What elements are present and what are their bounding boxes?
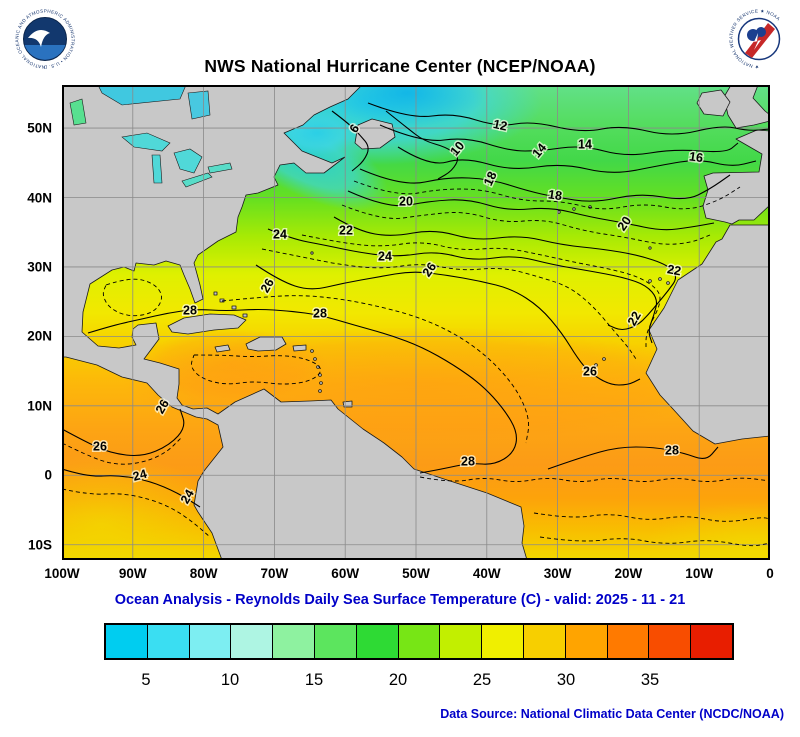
colorbar-segment <box>231 625 274 658</box>
contour-label: 18 <box>547 187 563 203</box>
nws-emblem-icon: ★ NATIONAL WEATHER SERVICE ★ NOAA <box>728 8 790 70</box>
colorbar-tick-label: 5 <box>141 671 151 689</box>
contour-label: 28 <box>665 443 679 457</box>
contour-label: 20 <box>399 194 413 208</box>
colorbar-segment <box>147 625 190 658</box>
lat-label: 10N <box>27 398 52 414</box>
contour-label: 28 <box>461 454 475 468</box>
colorbar-tick-label: 10 <box>220 671 240 689</box>
contour-label: 12 <box>492 117 509 134</box>
page-title: NWS National Hurricane Center (NCEP/NOAA… <box>204 56 596 76</box>
contour-label: 22 <box>339 223 353 237</box>
americas-landmass <box>62 85 528 560</box>
lat-label: 30N <box>27 259 52 275</box>
colorbar-tick-label: 15 <box>304 671 324 689</box>
hudson-bay <box>97 85 187 106</box>
lon-label: 50W <box>402 566 430 581</box>
colorbar-tick-label: 20 <box>388 671 408 689</box>
lat-label: 40N <box>27 190 52 205</box>
colorbar-segment <box>189 625 232 658</box>
colorbar-segment <box>314 625 357 658</box>
colorbar-tick-label: 25 <box>472 671 492 689</box>
colorbar-segment <box>649 625 692 658</box>
nws-logo: ★ NATIONAL WEATHER SERVICE ★ NOAA <box>728 8 790 70</box>
lat-label: 50N <box>27 120 52 136</box>
colorbar-segment <box>482 625 524 658</box>
contour-label: 14 <box>578 137 592 151</box>
lake-winnipeg <box>69 98 87 126</box>
ireland-landmass <box>696 89 731 117</box>
iberia-france-landmass <box>702 129 770 225</box>
colorbar-ticks: 5 10 15 20 25 30 35 <box>104 660 734 689</box>
lon-label: 40W <box>472 566 501 581</box>
lat-label: 20N <box>27 328 52 344</box>
contour-label: 16 <box>688 149 704 165</box>
lon-label: 30W <box>543 566 572 581</box>
noaa-logo: NATIONAL OCEANIC AND ATMOSPHERIC ADMINIS… <box>12 4 76 70</box>
contour-label: 24 <box>273 227 287 241</box>
contour-label: 28 <box>183 303 197 317</box>
contour-label: 26 <box>93 439 107 453</box>
lake-superior <box>121 132 171 152</box>
james-bay <box>187 90 211 120</box>
colorbar-segment <box>440 625 483 658</box>
lake-ontario <box>207 162 233 174</box>
contour-label: 26 <box>583 364 597 378</box>
lon-label: 60W <box>331 566 360 581</box>
colorbar-tick-label: 35 <box>640 671 660 689</box>
contour-label: 28 <box>313 306 327 320</box>
lake-michigan <box>151 154 163 184</box>
map-caption: Ocean Analysis - Reynolds Daily Sea Surf… <box>114 592 686 608</box>
lakes <box>69 85 233 188</box>
latitude-axis: 50N 40N 30N 20N 10N 0 10S <box>0 85 52 560</box>
puerto-rico-island <box>292 344 307 352</box>
data-source: Data Source: National Climatic Data Cent… <box>440 707 784 721</box>
colorbar-segment <box>607 625 650 658</box>
africa-landmass <box>645 224 770 445</box>
map-border <box>62 85 770 560</box>
colorbar-tick-label: 30 <box>556 671 576 689</box>
hispaniola-island <box>245 336 287 352</box>
colorbar-segment <box>356 625 399 658</box>
lon-label: 70W <box>260 566 289 581</box>
colorbar: 5 10 15 20 25 30 35 <box>104 623 734 689</box>
lat-label: 0 <box>44 467 52 483</box>
noaa-emblem-icon: NATIONAL OCEANIC AND ATMOSPHERIC ADMINIS… <box>12 4 76 70</box>
lon-label: 90W <box>118 566 147 581</box>
colorbar-segment <box>565 625 608 658</box>
longitude-axis: 100W 90W 80W 70W 60W 50W 40W 30W 20W 10W 0 <box>44 566 773 586</box>
sst-map: 6 10 12 14 14 16 18 18 20 20 22 22 22 24 24 26 26 26 28 28 2… <box>62 85 770 560</box>
contour-label: 22 <box>666 262 682 278</box>
jamaica-island <box>214 344 231 353</box>
cuba-island <box>167 313 247 335</box>
lon-label: 100W <box>44 566 80 581</box>
colorbar-segment <box>691 625 732 658</box>
contour-label: 24 <box>378 249 392 263</box>
lake-erie <box>181 172 213 188</box>
lon-label: 10W <box>685 566 714 581</box>
contour-label: 24 <box>131 467 148 484</box>
lat-label: 10S <box>27 537 52 553</box>
colorbar-segment <box>398 625 441 658</box>
colorbar-segment <box>523 625 566 658</box>
colorbar-segments <box>104 623 734 660</box>
colorbar-segment <box>273 625 315 658</box>
sst-contours <box>62 102 770 547</box>
lon-label: 80W <box>189 566 218 581</box>
lake-huron <box>173 148 203 174</box>
lon-label: 20W <box>614 566 643 581</box>
colorbar-segment <box>106 625 148 658</box>
lon-label: 0 <box>766 566 774 581</box>
